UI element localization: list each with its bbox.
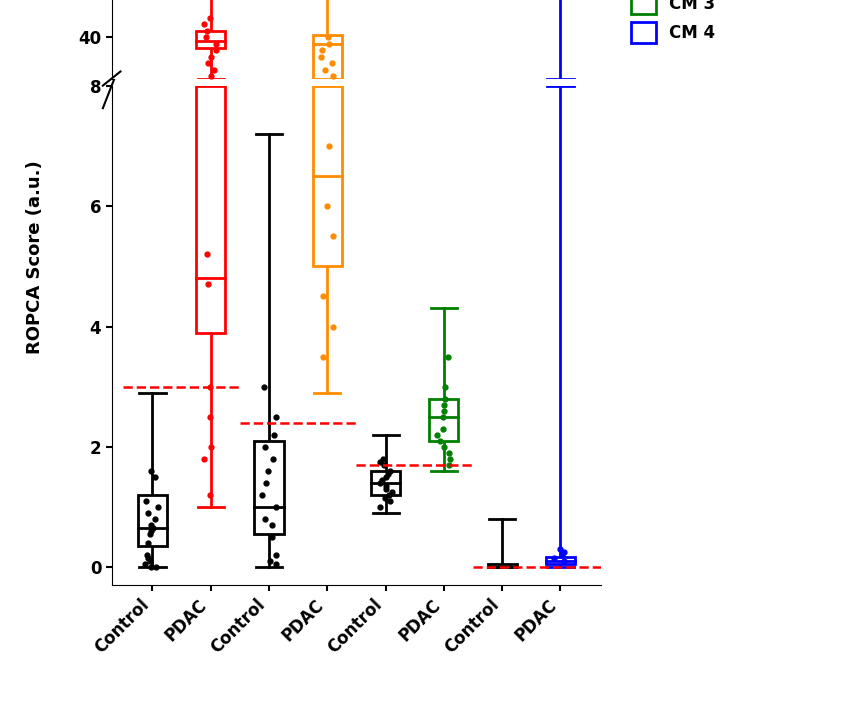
Bar (371, 471, 400, 495)
Bar (196, 86, 225, 333)
Bar (488, 564, 517, 568)
Bar (138, 495, 167, 546)
Bar (313, 35, 342, 79)
Bar (254, 441, 283, 534)
Legend: CM 1, CM 2, CM 3, CM 4: CM 1, CM 2, CM 3, CM 4 (624, 0, 722, 49)
Text: ROPCA Score (a.u.): ROPCA Score (a.u.) (26, 160, 44, 354)
Bar (313, 86, 342, 266)
Bar (546, 557, 575, 564)
Bar (430, 399, 459, 441)
Bar (196, 31, 225, 48)
